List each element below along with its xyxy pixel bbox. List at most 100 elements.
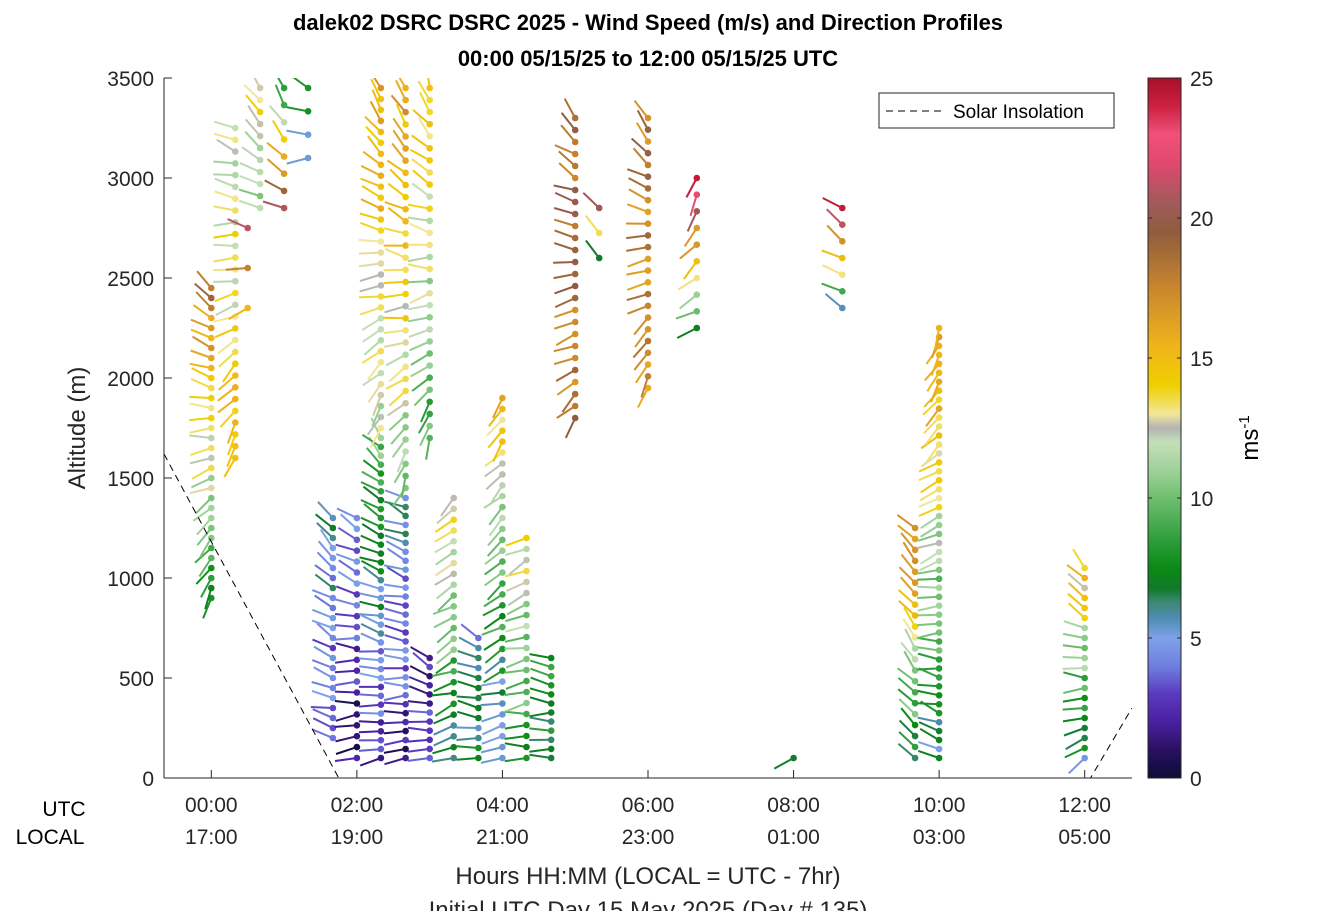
wind-barb [360, 481, 382, 493]
wind-barb [480, 702, 503, 707]
wind-point [426, 181, 434, 188]
wind-point [426, 217, 434, 225]
wind-point [595, 254, 603, 262]
wind-barb [1072, 548, 1086, 569]
wind-point [644, 232, 652, 239]
wind-point [426, 229, 434, 237]
wind-point [208, 344, 215, 352]
wind-point [377, 621, 385, 628]
wind-barb [335, 735, 358, 743]
wind-point [377, 550, 385, 557]
wind-point [571, 150, 579, 158]
wind-barb [483, 495, 503, 509]
wind-barb [228, 307, 249, 320]
wind-point [475, 684, 482, 692]
wind-point [329, 584, 337, 592]
wind-barb [373, 78, 382, 89]
wind-point [377, 674, 385, 682]
wind-barb [410, 646, 431, 659]
wind-point [523, 545, 530, 553]
wind-barb [216, 138, 236, 153]
wind-barb [367, 135, 382, 155]
wind-barb [408, 685, 431, 696]
wind-point [935, 432, 943, 439]
wind-point [547, 682, 555, 689]
wind-point [426, 133, 434, 140]
wind-barb [412, 169, 431, 186]
wind-barb [383, 341, 406, 348]
wind-barb [626, 293, 649, 302]
wind-barb [902, 541, 916, 562]
wind-point [426, 682, 434, 689]
wind-barb [383, 519, 406, 526]
wind-barb [1062, 707, 1085, 711]
wind-point [571, 198, 579, 206]
wind-barb [189, 362, 212, 369]
wind-barb [383, 564, 406, 571]
wind-point [232, 431, 239, 438]
wind-barb [360, 614, 382, 626]
wind-point [426, 157, 434, 164]
wind-barb [480, 757, 503, 764]
wind-point [232, 325, 239, 332]
wind-point [377, 183, 385, 190]
wind-barb [238, 199, 261, 209]
wind-point [450, 711, 458, 718]
wind-point [935, 584, 943, 592]
wind-point [329, 544, 337, 552]
wind-point [280, 170, 288, 177]
wind-barb [383, 617, 406, 625]
y-tick-label: 2500 [107, 268, 154, 291]
wind-barb [634, 363, 649, 384]
wind-barb [214, 292, 236, 303]
wind-point [402, 181, 409, 189]
wind-point [450, 505, 458, 513]
wind-barb [582, 192, 600, 209]
wind-point [256, 204, 264, 212]
wind-point [353, 678, 361, 685]
wind-point [644, 361, 652, 368]
wind-barb [677, 277, 698, 291]
wind-point [402, 530, 409, 538]
plot-area [164, 78, 1132, 778]
wind-barb [918, 721, 940, 733]
wind-barb [335, 543, 358, 552]
wind-point [523, 611, 530, 619]
colorbar-gradient [1147, 77, 1182, 779]
wind-barb [930, 381, 941, 403]
wind-barb [433, 724, 455, 736]
wind-barb [384, 634, 406, 643]
wind-point [402, 656, 409, 663]
wind-point [644, 126, 652, 133]
wind-barb [191, 467, 212, 480]
wind-barb [388, 366, 407, 383]
wind-barb [360, 165, 382, 177]
wind-point [450, 743, 458, 751]
wind-point [935, 530, 943, 538]
wind-barb [190, 378, 212, 389]
wind-barb [434, 702, 455, 717]
wind-point [280, 204, 288, 212]
wind-barb [312, 608, 334, 619]
wind-barb [917, 613, 940, 617]
wind-barb [410, 352, 431, 366]
wind-barb [362, 150, 382, 166]
wind-barb [917, 667, 940, 671]
wind-point [935, 539, 943, 547]
wind-point [935, 477, 943, 484]
wind-point [523, 699, 530, 707]
wind-point [571, 294, 579, 302]
wind-point [377, 413, 385, 421]
wind-point [935, 566, 943, 574]
wind-point [499, 503, 506, 511]
wind-barb [485, 473, 504, 491]
wind-point [208, 514, 215, 522]
y-tick-label: 2000 [107, 368, 154, 391]
wind-point [402, 375, 409, 383]
wind-point [402, 327, 409, 334]
wind-barb [486, 582, 504, 601]
wind-barb [553, 207, 576, 215]
wind-point [547, 654, 555, 662]
wind-point [475, 674, 482, 682]
wind-point [426, 350, 434, 357]
